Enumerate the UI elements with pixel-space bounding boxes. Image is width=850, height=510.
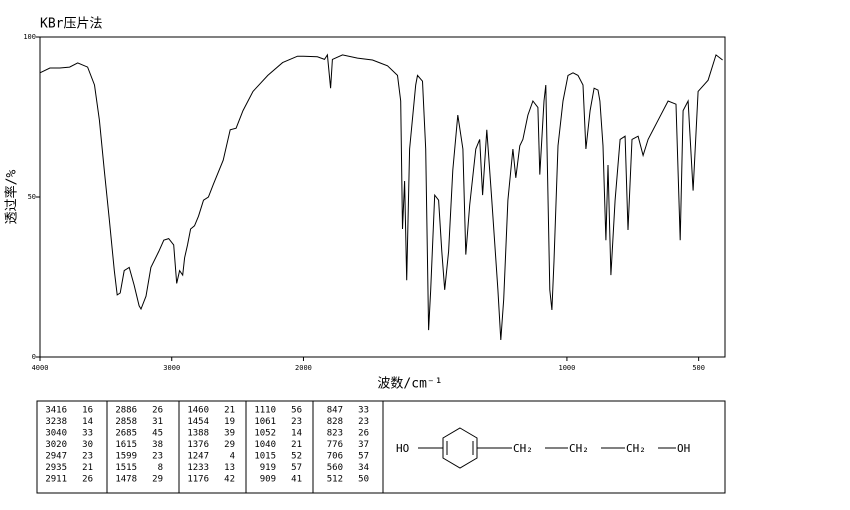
peak-wavenumber: 1460	[187, 406, 209, 416]
y-axis-label: 透过率/%	[4, 170, 20, 225]
peak-wavenumber: 1599	[115, 452, 137, 462]
peak-transmittance: 41	[291, 475, 302, 485]
peak-wavenumber: 706	[327, 452, 343, 462]
y-tick-label: 100	[23, 33, 36, 41]
peak-wavenumber: 909	[260, 475, 276, 485]
peak-wavenumber: 1176	[187, 475, 209, 485]
table-frame	[36, 400, 726, 494]
peak-transmittance: 26	[82, 475, 93, 485]
group-label: OH	[677, 442, 690, 455]
peak-wavenumber: 2886	[115, 406, 137, 416]
y-tick-label: 50	[28, 193, 36, 201]
peak-transmittance: 21	[82, 463, 93, 473]
peak-transmittance: 45	[152, 429, 163, 439]
peak-transmittance: 14	[82, 417, 93, 427]
peak-wavenumber: 1040	[254, 440, 276, 450]
peak-transmittance: 23	[358, 417, 369, 427]
peak-transmittance: 34	[358, 463, 369, 473]
peak-wavenumber: 1110	[254, 406, 276, 416]
peak-wavenumber: 1247	[187, 452, 209, 462]
peak-wavenumber: 1454	[187, 417, 209, 427]
peak-wavenumber: 919	[260, 463, 276, 473]
peak-transmittance: 29	[152, 475, 163, 485]
peak-transmittance: 4	[230, 452, 235, 462]
peak-transmittance: 31	[152, 417, 163, 427]
peak-transmittance: 29	[224, 440, 235, 450]
peak-wavenumber: 3238	[45, 417, 67, 427]
peak-wavenumber: 2911	[45, 475, 67, 485]
peak-wavenumber: 1388	[187, 429, 209, 439]
x-tick-label: 500	[692, 364, 705, 372]
peak-wavenumber: 776	[327, 440, 343, 450]
peak-transmittance: 23	[291, 417, 302, 427]
peak-transmittance: 38	[152, 440, 163, 450]
group-label: CH₂	[569, 442, 589, 455]
peak-transmittance: 33	[82, 429, 93, 439]
peak-wavenumber: 1061	[254, 417, 276, 427]
peak-wavenumber: 3416	[45, 406, 67, 416]
peak-wavenumber: 1515	[115, 463, 137, 473]
peak-wavenumber: 560	[327, 463, 343, 473]
group-label: HO	[396, 442, 409, 455]
peak-wavenumber: 3040	[45, 429, 67, 439]
peak-wavenumber: 1052	[254, 429, 276, 439]
peak-transmittance: 23	[82, 452, 93, 462]
peak-wavenumber: 2947	[45, 452, 67, 462]
peak-transmittance: 42	[224, 475, 235, 485]
peak-transmittance: 21	[224, 406, 235, 416]
peak-wavenumber: 847	[327, 406, 343, 416]
peak-transmittance: 57	[291, 463, 302, 473]
peak-wavenumber: 2858	[115, 417, 137, 427]
y-tick-label: 0	[32, 353, 36, 361]
structure: HO CH₂ CH₂ CH₂ OH	[396, 427, 690, 469]
peak-transmittance: 23	[152, 452, 163, 462]
peak-transmittance: 39	[224, 429, 235, 439]
peak-transmittance: 26	[152, 406, 163, 416]
peak-transmittance: 13	[224, 463, 235, 473]
peak-wavenumber: 2685	[115, 429, 137, 439]
peak-wavenumber: 823	[327, 429, 343, 439]
peak-transmittance: 50	[358, 475, 369, 485]
peak-transmittance: 37	[358, 440, 369, 450]
peak-transmittance: 52	[291, 452, 302, 462]
peak-wavenumber: 3020	[45, 440, 67, 450]
peak-transmittance: 56	[291, 406, 302, 416]
peak-transmittance: 30	[82, 440, 93, 450]
peak-transmittance: 57	[358, 452, 369, 462]
peak-transmittance: 14	[291, 429, 302, 439]
group-label: CH₂	[626, 442, 646, 455]
peak-wavenumber: 1376	[187, 440, 209, 450]
peak-transmittance: 21	[291, 440, 302, 450]
peak-transmittance: 16	[82, 406, 93, 416]
peak-wavenumber: 1015	[254, 452, 276, 462]
peak-transmittance: 33	[358, 406, 369, 416]
peak-wavenumber: 2935	[45, 463, 67, 473]
spectrum-line	[39, 53, 723, 341]
x-tick-label: 4000	[32, 364, 49, 372]
chart-title: KBr压片法	[40, 17, 102, 32]
x-tick-label: 2000	[295, 364, 312, 372]
peak-wavenumber: 1233	[187, 463, 209, 473]
peak-wavenumber: 1478	[115, 475, 137, 485]
x-axis-label: 波数/cm⁻¹	[377, 377, 442, 392]
group-label: CH₂	[513, 442, 533, 455]
x-tick-label: 1000	[558, 364, 575, 372]
peak-transmittance: 8	[158, 463, 163, 473]
benzene-ring	[442, 427, 478, 469]
x-tick-label: 3000	[163, 364, 180, 372]
peak-wavenumber: 828	[327, 417, 343, 427]
plot-frame	[39, 36, 726, 358]
peak-wavenumber: 1615	[115, 440, 137, 450]
peak-transmittance: 26	[358, 429, 369, 439]
peak-wavenumber: 512	[327, 475, 343, 485]
peak-transmittance: 19	[224, 417, 235, 427]
